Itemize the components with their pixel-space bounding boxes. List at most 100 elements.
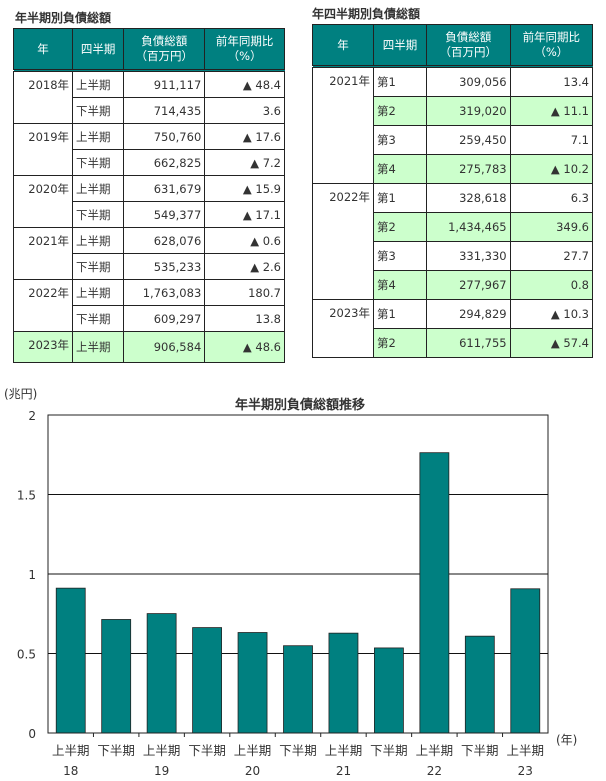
header-ratio: 前年同期比 （%）: [509, 24, 594, 68]
amount-cell: 275,783: [425, 154, 511, 184]
period-cell: 下半期: [72, 253, 125, 280]
period-cell: 第2: [373, 328, 427, 358]
y-tick-label: 0.5: [17, 648, 36, 662]
header-amount: 負債総額 （百万円）: [123, 28, 206, 72]
table-row: 2018年 上半期 911,117 ▲ 48.4: [12, 70, 285, 124]
amount-cell: 714,435: [123, 97, 206, 124]
x-category-label: 上半期: [143, 743, 181, 758]
ratio-cell: ▲ 15.9: [204, 175, 285, 202]
ratio-cell: 349.6: [509, 212, 594, 242]
x-year-label: 21: [336, 764, 351, 778]
x-year-label: 23: [518, 764, 533, 778]
bar: [464, 635, 495, 734]
ratio-cell: 180.7: [204, 279, 285, 306]
y-tick-label: 1.5: [17, 489, 36, 503]
ratio-cell: 7.1: [509, 125, 594, 155]
table-row: 2019年 上半期 750,760 ▲ 17.6: [12, 123, 285, 176]
y-tick-label: 2: [28, 409, 36, 423]
x-category-label: 下半期: [370, 743, 408, 758]
x-category-label: 上半期: [325, 743, 363, 758]
amount-cell: 662,825: [123, 149, 206, 176]
period-cell: 第3: [373, 241, 427, 271]
quarter-table: 年四半期 負債総額 （百万円） 前年同期比 （%） 2021年 第1 309,056 13.…: [312, 24, 594, 358]
x-category-label: 上半期: [416, 743, 454, 758]
header-year: 年: [312, 24, 374, 68]
table-row: 第2 611,755 ▲ 57.4: [313, 328, 594, 358]
bar: [101, 619, 132, 734]
table-row: 第3 259,450 7.1: [313, 125, 594, 155]
header-period: 四半期: [72, 28, 125, 72]
amount-cell: 750,760: [123, 123, 206, 150]
table-row: 下半期 535,233 ▲ 2.6: [14, 253, 285, 280]
x-year-label: 18: [63, 764, 78, 778]
year-cell: 2023年: [312, 299, 374, 358]
amount-cell: 1,434,465: [425, 212, 511, 242]
amount-cell: 906,584: [123, 331, 206, 363]
period-cell: 第1: [373, 183, 427, 213]
table-row: 下半期 549,377 ▲ 17.1: [14, 201, 285, 228]
amount-cell: 631,679: [123, 175, 206, 202]
year-cell: 2020年: [12, 175, 74, 228]
half-year-table: 年四半期 負債総額 （百万円） 前年同期比 （%） 2018年 上半期 911,117 ▲ …: [12, 28, 285, 363]
ratio-cell: 6.3: [509, 183, 594, 213]
amount-cell: 259,450: [425, 125, 511, 155]
table-row: 2021年 第1 309,056 13.4: [312, 66, 594, 184]
amount-cell: 294,829: [425, 299, 511, 329]
period-cell: 第1: [373, 66, 427, 97]
bar: [374, 647, 404, 734]
header-ratio: 前年同期比 （%）: [204, 28, 285, 72]
x-category-label: 下半期: [461, 743, 499, 758]
x-category-label: 上半期: [52, 743, 90, 758]
year-cell: 2023年: [12, 331, 74, 363]
table2-title: 年四半期別負債総額: [312, 7, 421, 21]
x-category-label: 下半期: [188, 743, 226, 758]
ratio-cell: ▲ 57.4: [509, 328, 594, 358]
bar: [283, 645, 313, 734]
period-cell: 上半期: [72, 175, 125, 202]
amount-cell: 535,233: [123, 253, 206, 280]
period-cell: 上半期: [72, 331, 125, 363]
ratio-cell: ▲ 17.1: [204, 201, 285, 228]
period-cell: 第1: [373, 299, 427, 329]
table-row: 下半期 714,435 3.6: [14, 97, 285, 124]
period-cell: 下半期: [72, 201, 125, 228]
x-year-label: 20: [245, 764, 260, 778]
amount-cell: 331,330: [425, 241, 511, 271]
x-unit-label: (年): [556, 733, 577, 747]
x-category-label: 上半期: [234, 743, 272, 758]
bar: [146, 613, 177, 734]
header-year: 年: [12, 28, 74, 72]
table-row: 2022年 上半期 1,763,083 180.7: [12, 279, 285, 332]
period-cell: 下半期: [72, 305, 125, 332]
ratio-cell: ▲ 0.6: [204, 227, 285, 254]
amount-cell: 328,618: [425, 183, 511, 213]
ratio-cell: 27.7: [509, 241, 594, 271]
header-amount: 負債総額 （百万円）: [425, 24, 511, 68]
period-cell: 下半期: [72, 97, 125, 124]
table-row: 下半期 609,297 13.8: [14, 305, 285, 332]
y-tick-label: 1: [28, 568, 36, 582]
bar: [328, 632, 359, 734]
x-category-label: 上半期: [507, 743, 545, 758]
period-cell: 第2: [373, 96, 427, 126]
year-cell: 2021年: [312, 66, 374, 184]
x-category-label: 下半期: [97, 743, 135, 758]
chart-title: 年半期別負債総額推移: [235, 397, 365, 413]
amount-cell: 549,377: [123, 201, 206, 228]
table-row: 2022年 第1 328,618 6.3: [312, 183, 594, 300]
ratio-cell: ▲ 48.6: [204, 331, 285, 363]
year-cell: 2022年: [12, 279, 74, 332]
ratio-cell: ▲ 17.6: [204, 123, 285, 150]
table-row: 第2 1,434,465 349.6: [313, 212, 594, 242]
amount-cell: 609,297: [123, 305, 206, 332]
ratio-cell: ▲ 11.1: [509, 96, 594, 126]
bar: [510, 588, 541, 734]
table1-title: 年半期別負債総額: [15, 11, 112, 25]
period-cell: 第3: [373, 125, 427, 155]
table-row: 第2 319,020 ▲ 11.1: [313, 96, 594, 126]
period-cell: 上半期: [72, 279, 125, 306]
table-row: 下半期 662,825 ▲ 7.2: [14, 149, 285, 176]
year-cell: 2021年: [12, 227, 74, 280]
period-cell: 上半期: [72, 70, 125, 98]
